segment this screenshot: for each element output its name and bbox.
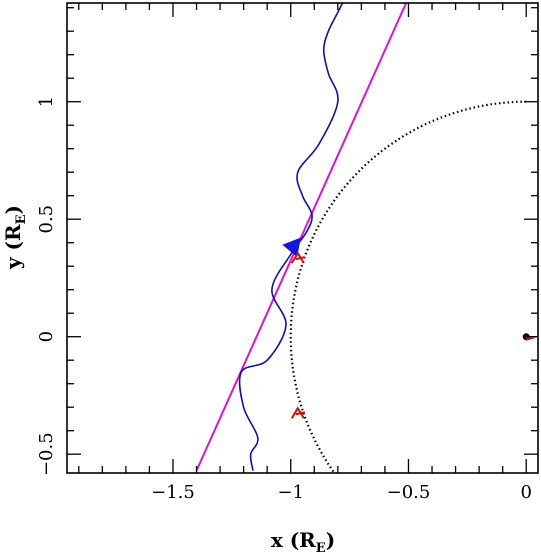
direction-arrow <box>282 237 301 258</box>
tick-labels: −1.5 −1 −0.5 0 −0.5 0 0.5 1 <box>36 96 532 503</box>
x-tick-label: −1.5 <box>151 482 195 503</box>
red-marker <box>290 251 306 264</box>
x-tick-label: 0 <box>520 482 531 503</box>
y-axis-label: y (RE) <box>1 205 29 270</box>
axis-ticks <box>67 3 538 473</box>
earth-marker <box>526 336 537 341</box>
magenta-line <box>195 3 408 472</box>
trajectory-line <box>238 3 344 471</box>
y-tick-label: −0.5 <box>36 432 57 476</box>
plot-frame <box>66 2 539 474</box>
x-tick-label: −0.5 <box>387 482 431 503</box>
plot-area <box>195 3 537 473</box>
y-tick-label: 1 <box>36 96 57 107</box>
y-tick-label: 0.5 <box>36 205 57 234</box>
red-marker <box>290 406 306 419</box>
y-tick-label: 0 <box>36 331 57 342</box>
x-tick-label: −1 <box>277 482 304 503</box>
dotted-circle <box>289 100 527 473</box>
x-axis-label: x (RE) <box>271 528 335 555</box>
